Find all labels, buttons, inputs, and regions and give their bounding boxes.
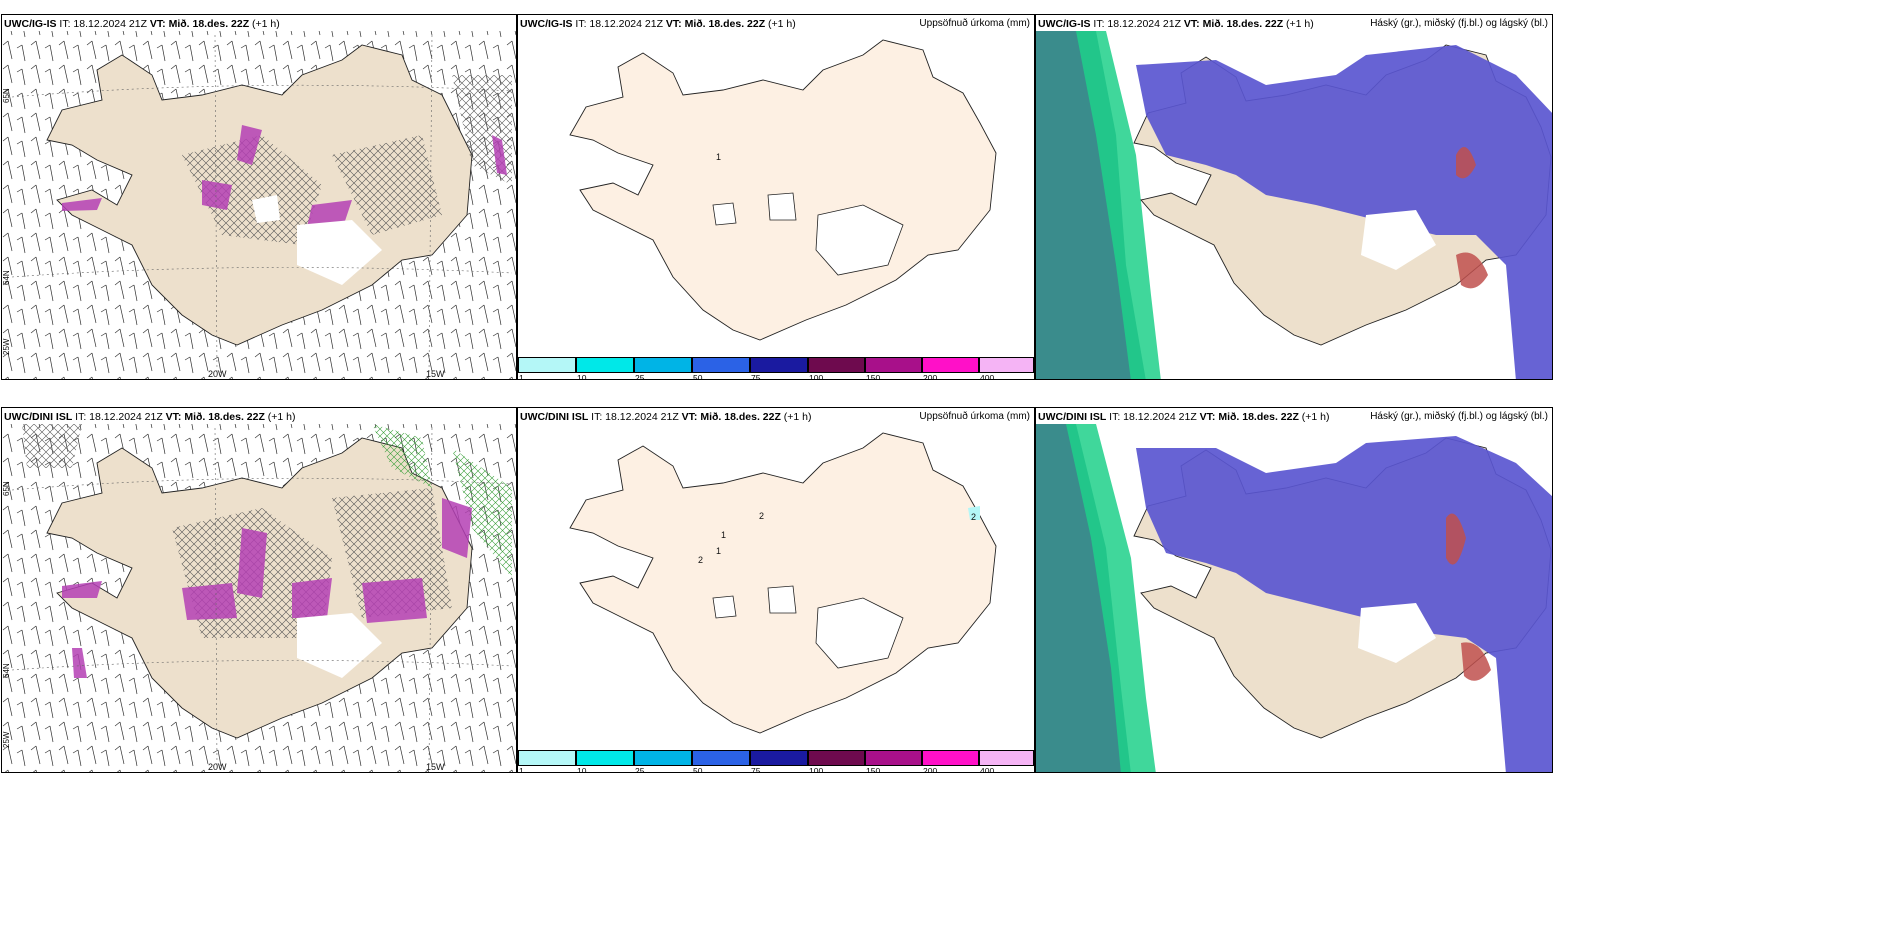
low-cloud-teal <box>1036 424 1131 772</box>
high-cloud <box>1136 45 1552 379</box>
panel-header: UWC/IG-IS IT: 18.12.2024 21Z VT: Mið. 18… <box>4 18 280 30</box>
red-cells <box>1456 147 1488 289</box>
precip-hatch-green <box>372 424 512 578</box>
precip-map: 1 2 1 2 2 <box>569 432 997 734</box>
svg-text:1: 1 <box>721 530 726 540</box>
panel-header: UWC/DINI ISL IT: 18.12.2024 21Z VT: Mið.… <box>1038 411 1330 423</box>
svg-text:1: 1 <box>716 546 721 556</box>
red-cells <box>1446 513 1491 681</box>
panel-precip-bottom: UWC/DINI ISL IT: 18.12.2024 21Z VT: Mið.… <box>517 407 1035 773</box>
precip-cyan <box>968 506 980 520</box>
precip-hatch <box>22 424 452 638</box>
clear-area <box>297 613 382 678</box>
svg-text:25W: 25W <box>2 338 11 355</box>
svg-text:25W: 25W <box>2 731 11 748</box>
clear-area <box>252 195 382 285</box>
low-cloud-green <box>1066 424 1156 772</box>
svg-text:64N: 64N <box>2 663 11 678</box>
low-cloud-teal <box>1036 31 1146 379</box>
precip-title: Uppsöfnuð úrkoma (mm) <box>919 18 1030 29</box>
glacier-outline <box>712 192 904 276</box>
cloud-map <box>1036 31 1552 379</box>
white-gap <box>1361 210 1436 270</box>
panel-header: UWC/DINI ISL IT: 18.12.2024 21Z VT: Mið.… <box>4 411 296 423</box>
iceland-land <box>569 432 997 734</box>
svg-text:2: 2 <box>971 512 976 522</box>
svg-text:2: 2 <box>698 555 703 565</box>
wind-map: 20W 15W 65N 64N 25W <box>2 424 516 772</box>
panel-header: UWC/DINI ISL IT: 18.12.2024 21Z VT: Mið.… <box>520 411 812 423</box>
panel-header: UWC/IG-IS IT: 18.12.2024 21Z VT: Mið. 18… <box>520 18 796 30</box>
panel-header: UWC/IG-IS IT: 18.12.2024 21Z VT: Mið. 18… <box>1038 18 1314 30</box>
svg-text:1: 1 <box>716 152 721 162</box>
graticule <box>11 34 513 376</box>
precip-map: 1 <box>569 39 997 341</box>
wind-map: 20W 15W 65N 64N 25W <box>2 31 516 379</box>
low-cloud-green <box>1076 31 1161 379</box>
svg-text:64N: 64N <box>2 270 11 285</box>
svg-text:20W: 20W <box>208 762 227 772</box>
svg-text:65N: 65N <box>2 88 11 103</box>
iceland-land <box>569 39 997 341</box>
graticule <box>11 427 513 769</box>
panel-cloud-top: UWC/IG-IS IT: 18.12.2024 21Z VT: Mið. 18… <box>1035 14 1553 380</box>
panel-precip-top: UWC/IG-IS IT: 18.12.2024 21Z VT: Mið. 18… <box>517 14 1035 380</box>
svg-text:65N: 65N <box>2 481 11 496</box>
precip-title: Uppsöfnuð úrkoma (mm) <box>919 411 1030 422</box>
glacier-outline <box>712 585 904 669</box>
panel-cloud-bottom: UWC/DINI ISL IT: 18.12.2024 21Z VT: Mið.… <box>1035 407 1553 773</box>
white-gap <box>1186 603 1436 772</box>
panel-wind-top: UWC/IG-IS IT: 18.12.2024 21Z VT: Mið. 18… <box>1 14 517 380</box>
cloud-title: Háský (gr.), miðský (fj.bl.) og lágský (… <box>1370 18 1548 29</box>
svg-text:15W: 15W <box>426 369 445 379</box>
precip-purple <box>62 498 472 678</box>
svg-text:2: 2 <box>759 511 764 521</box>
svg-text:20W: 20W <box>208 369 227 379</box>
cloud-title: Háský (gr.), miðský (fj.bl.) og lágský (… <box>1370 411 1548 422</box>
svg-text:15W: 15W <box>426 762 445 772</box>
cloud-map <box>1036 424 1552 772</box>
panel-wind-bottom: UWC/DINI ISL IT: 18.12.2024 21Z VT: Mið.… <box>1 407 517 773</box>
colorbar: 1 10 25 50 75 100 150 200 400 <box>518 750 1034 772</box>
colorbar: 1 10 25 50 75 100 150 200 400 <box>518 357 1034 379</box>
